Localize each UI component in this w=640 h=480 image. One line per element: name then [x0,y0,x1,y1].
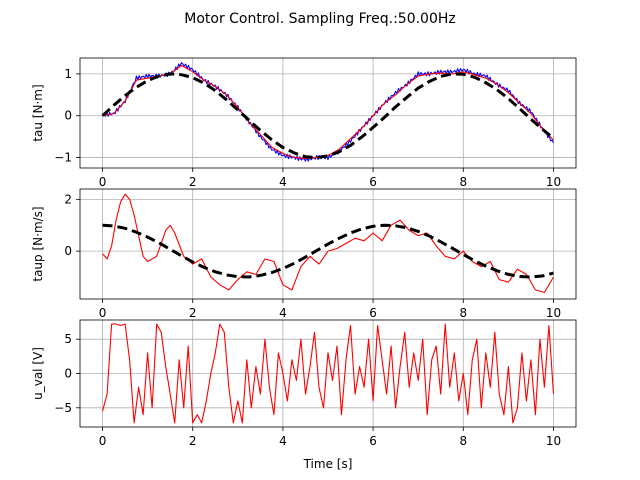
subplot-1-ylabel: tau [N·m] [31,84,45,141]
subplot-3-ytick-label-1: 0 [64,367,72,381]
subplot-2-xtick-label-3: 6 [369,306,377,320]
subplot-3-ylabel: u_val [V] [31,347,45,400]
subplot-2-ytick-label-1: 2 [64,192,72,206]
subplot-2: 0 2 4 6 8 10 0 2 taup [N·m/s] [31,188,577,320]
subplot-3-xtick-label-5: 10 [546,434,561,448]
subplot-1: 0 2 4 6 8 10 −1 0 1 tau [N·m] [31,57,577,189]
subplot-1-xtick-label-1: 2 [189,175,197,189]
subplot-1-frame [79,57,577,169]
subplot-3-xtick-label-4: 8 [459,434,467,448]
subplot-1-ytick-label-0: −1 [54,151,72,165]
figure-title: Motor Control. Sampling Freq.:50.00Hz [184,11,456,27]
subplot-2-xtick-label-2: 4 [279,306,287,320]
subplot-3: 0 2 4 6 8 10 −5 0 5 u_val [V] Time [s] [31,319,577,471]
subplot-1-ytick-label-1: 0 [64,109,72,123]
subplot-2-xtick-label-0: 0 [99,306,107,320]
subplot-3-xtick-label-1: 2 [189,434,197,448]
subplot-2-ylabel: taup [N·m/s] [31,206,45,281]
subplot-2-frame [79,188,577,300]
subplot-2-xtick-label-4: 8 [459,306,467,320]
subplot-3-ytick-label-2: 5 [64,332,72,346]
subplot-2-ytick-label-0: 0 [64,244,72,258]
subplot-1-ytick-label-2: 1 [64,67,72,81]
subplot-1-xtick-label-3: 6 [369,175,377,189]
subplots-container: 0 2 4 6 8 10 −1 0 1 tau [N·m] 0 2 4 6 8 10 0 2 taup [N·m/s… [31,57,577,471]
subplot-3-series [101,323,555,424]
subplot-2-series-line-2 [102,223,554,279]
subplot-1-series-line-3 [101,72,555,159]
subplot-1-xtick-label-5: 10 [546,175,561,189]
subplot-3-xlabel: Time [s] [303,457,353,471]
subplot-1-xtick-label-0: 0 [99,175,107,189]
subplot-2-xtick-label-5: 10 [546,306,561,320]
subplot-2-xtick-label-1: 2 [189,306,197,320]
subplot-1-series [101,62,555,162]
subplot-3-series-line-1 [101,323,555,424]
subplot-3-xtick-label-0: 0 [99,434,107,448]
subplot-1-xtick-label-4: 8 [459,175,467,189]
subplot-2-series [102,193,554,294]
subplot-3-xtick-label-2: 4 [279,434,287,448]
subplot-3-xtick-label-3: 6 [369,434,377,448]
subplot-3-ytick-label-0: −5 [54,401,72,415]
subplot-1-series-line-2 [102,64,554,159]
subplot-1-xtick-label-2: 4 [279,175,287,189]
